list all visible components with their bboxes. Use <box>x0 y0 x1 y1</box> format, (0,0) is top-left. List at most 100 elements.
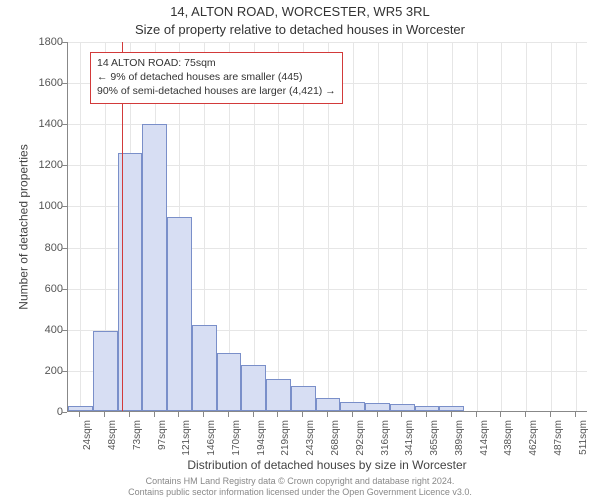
annotation-line2: ← 9% of detached houses are smaller (445… <box>97 70 336 84</box>
x-tick-label: 438sqm <box>503 420 514 460</box>
x-tick <box>377 412 378 417</box>
x-tick <box>79 412 80 417</box>
x-tick-label: 389sqm <box>454 420 465 460</box>
x-tick-label: 97sqm <box>157 420 168 460</box>
x-tick-label: 511sqm <box>578 420 589 460</box>
bar <box>93 331 118 411</box>
bar <box>266 379 291 411</box>
x-tick <box>104 412 105 417</box>
bar <box>439 406 464 411</box>
y-tick <box>62 42 67 43</box>
x-tick-label: 487sqm <box>553 420 564 460</box>
y-tick <box>62 83 67 84</box>
chart-title-line1: 14, ALTON ROAD, WORCESTER, WR5 3RL <box>0 4 600 19</box>
x-tick <box>178 412 179 417</box>
gridline-v <box>452 42 453 411</box>
y-tick <box>62 371 67 372</box>
annotation-line3: 90% of semi-detached houses are larger (… <box>97 84 336 98</box>
gridline-v <box>477 42 478 411</box>
x-tick-label: 414sqm <box>479 420 490 460</box>
x-tick <box>575 412 576 417</box>
x-tick <box>401 412 402 417</box>
bar <box>167 217 192 411</box>
x-tick-label: 219sqm <box>280 420 291 460</box>
bar <box>365 403 390 411</box>
y-tick-label: 600 <box>8 283 63 295</box>
y-axis-title-wrap: Number of detached properties <box>18 42 30 412</box>
y-tick-label: 800 <box>8 242 63 254</box>
x-tick-label: 316sqm <box>380 420 391 460</box>
x-tick-label: 48sqm <box>107 420 118 460</box>
y-tick <box>62 330 67 331</box>
bar <box>192 325 217 411</box>
y-tick-label: 200 <box>8 365 63 377</box>
y-tick-label: 1000 <box>8 200 63 212</box>
x-tick-label: 243sqm <box>305 420 316 460</box>
x-tick <box>327 412 328 417</box>
x-tick-label: 24sqm <box>82 420 93 460</box>
x-tick <box>525 412 526 417</box>
x-tick-label: 292sqm <box>355 420 366 460</box>
gridline-v <box>551 42 552 411</box>
x-tick-label: 73sqm <box>132 420 143 460</box>
y-tick <box>62 248 67 249</box>
footer-line1: Contains HM Land Registry data © Crown c… <box>146 476 455 486</box>
y-tick <box>62 289 67 290</box>
x-tick <box>550 412 551 417</box>
x-tick-label: 365sqm <box>429 420 440 460</box>
y-tick <box>62 165 67 166</box>
gridline-v <box>427 42 428 411</box>
x-tick <box>154 412 155 417</box>
footer-line2: Contains public sector information licen… <box>128 487 472 497</box>
bar <box>217 353 242 411</box>
x-tick <box>253 412 254 417</box>
x-tick-label: 194sqm <box>256 420 267 460</box>
bar <box>241 365 266 411</box>
y-tick-label: 1200 <box>8 159 63 171</box>
y-tick-label: 1400 <box>8 118 63 130</box>
x-tick <box>129 412 130 417</box>
gridline-v <box>501 42 502 411</box>
x-tick-label: 268sqm <box>330 420 341 460</box>
bar <box>316 398 341 411</box>
x-tick-label: 121sqm <box>181 420 192 460</box>
bar <box>291 386 316 411</box>
plot-area: 14 ALTON ROAD: 75sqm ← 9% of detached ho… <box>67 42 587 412</box>
x-tick <box>500 412 501 417</box>
x-tick-label: 462sqm <box>528 420 539 460</box>
x-tick <box>426 412 427 417</box>
y-tick-label: 400 <box>8 324 63 336</box>
x-tick <box>228 412 229 417</box>
y-tick <box>62 412 67 413</box>
bar <box>142 124 167 411</box>
annotation-line1: 14 ALTON ROAD: 75sqm <box>97 56 336 70</box>
x-axis-title: Distribution of detached houses by size … <box>67 458 587 472</box>
x-tick-label: 170sqm <box>231 420 242 460</box>
x-tick-label: 146sqm <box>206 420 217 460</box>
x-tick <box>302 412 303 417</box>
y-tick <box>62 206 67 207</box>
y-tick-label: 1800 <box>8 36 63 48</box>
x-tick <box>277 412 278 417</box>
y-tick-label: 1600 <box>8 77 63 89</box>
gridline-v <box>80 42 81 411</box>
footer-attribution: Contains HM Land Registry data © Crown c… <box>0 476 600 499</box>
x-tick <box>203 412 204 417</box>
x-tick-label: 341sqm <box>404 420 415 460</box>
gridline-v <box>402 42 403 411</box>
bar <box>415 406 440 411</box>
x-tick <box>476 412 477 417</box>
x-tick <box>451 412 452 417</box>
annotation-box: 14 ALTON ROAD: 75sqm ← 9% of detached ho… <box>90 52 343 104</box>
y-tick <box>62 124 67 125</box>
bar <box>68 406 93 411</box>
gridline-v <box>353 42 354 411</box>
x-tick <box>352 412 353 417</box>
chart-title-line2: Size of property relative to detached ho… <box>0 22 600 37</box>
bar <box>340 402 365 411</box>
gridline-v <box>526 42 527 411</box>
gridline-v <box>576 42 577 411</box>
y-tick-label: 0 <box>8 406 63 418</box>
chart-container: 14, ALTON ROAD, WORCESTER, WR5 3RL Size … <box>0 0 600 500</box>
gridline-v <box>378 42 379 411</box>
